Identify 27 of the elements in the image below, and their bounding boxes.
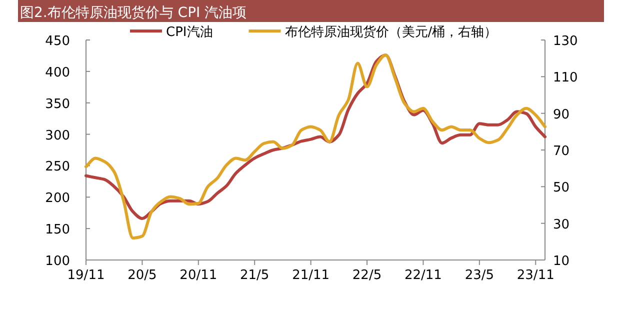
x-tick-label: 20/11	[180, 268, 218, 283]
x-tick-label: 22/5	[352, 268, 382, 283]
x-tick-label: 21/5	[240, 268, 270, 283]
legend-label: CPI汽油	[166, 25, 213, 40]
x-tick-label: 20/5	[128, 268, 157, 283]
y2-tick-label: 30	[553, 217, 570, 232]
y-tick-label: 300	[45, 128, 70, 144]
y2-tick-label: 70	[553, 144, 570, 159]
y2-tick-label: 90	[553, 107, 570, 122]
y-tick-label: 200	[45, 191, 70, 206]
y2-tick-label: 50	[553, 180, 570, 196]
x-tick-label: 22/11	[404, 268, 442, 283]
y-tick-label: 100	[45, 254, 70, 269]
y2-tick-label: 10	[553, 254, 570, 269]
x-tick-label: 19/11	[67, 268, 105, 283]
chart-title: 图2.布伦特原油现货价与 CPI 汽油项	[20, 5, 247, 21]
x-tick-label: 23/11	[516, 268, 554, 283]
y-tick-label: 450	[45, 34, 70, 49]
legend-label: 布伦特原油现货价（美元/桶，右轴）	[284, 24, 498, 40]
y-tick-label: 400	[45, 65, 70, 80]
x-tick-label: 21/11	[292, 268, 330, 283]
y2-tick-label: 130	[553, 34, 578, 49]
x-tick-label: 23/5	[464, 268, 494, 283]
y-tick-label: 150	[45, 222, 70, 238]
y-tick-label: 250	[45, 160, 70, 175]
y-tick-label: 350	[45, 96, 70, 112]
y2-tick-label: 110	[553, 70, 578, 86]
